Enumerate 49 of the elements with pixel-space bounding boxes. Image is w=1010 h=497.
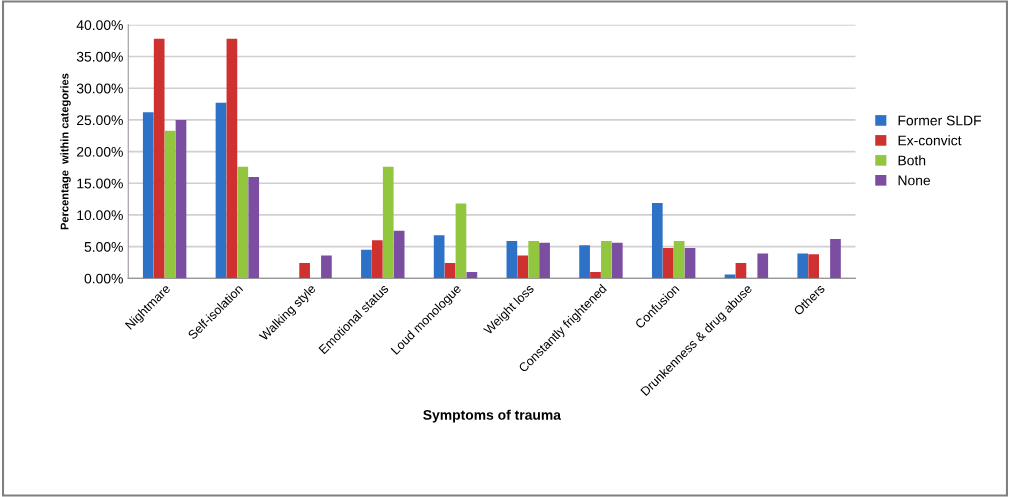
bar (590, 271, 601, 279)
bar (662, 247, 674, 279)
bar (684, 247, 696, 279)
bar (601, 240, 612, 279)
bar (433, 235, 445, 279)
bar (371, 240, 383, 279)
bar (215, 102, 227, 279)
bar (651, 202, 663, 279)
bar (528, 240, 540, 279)
y-tick-label: 40.00% (76, 20, 123, 31)
bar (830, 239, 841, 279)
bar (164, 130, 176, 279)
bar (757, 253, 769, 279)
bar (579, 245, 590, 279)
bar (382, 166, 394, 279)
bar (175, 119, 187, 279)
bar (142, 112, 154, 279)
y-tick-label: 20.00% (77, 146, 123, 157)
bar (248, 176, 260, 279)
bar (321, 255, 332, 279)
bar (226, 38, 238, 279)
y-tick-label: 35.00% (76, 51, 123, 62)
y-tick-label: 10.00% (77, 210, 123, 221)
bar (611, 242, 623, 279)
y-tick-label: 5.00% (84, 241, 123, 252)
bar (735, 263, 747, 279)
y-tick-label: 25.00% (77, 115, 123, 126)
legend-label: Both (898, 155, 926, 166)
legend-label: None (898, 175, 931, 186)
bar (506, 240, 518, 279)
bar (797, 253, 809, 279)
x-axis-title: Symptoms of trauma (423, 409, 562, 423)
bar (539, 242, 550, 279)
bar (455, 203, 467, 279)
y-tick-label: 30.00% (76, 83, 123, 94)
legend-label: Ex-convict (898, 135, 962, 146)
y-tick-label: 15.00% (77, 178, 123, 189)
bar (393, 230, 405, 279)
bar (299, 263, 310, 279)
bar (517, 255, 529, 279)
bar (361, 249, 372, 279)
legend-label: Former SLDF (898, 115, 982, 126)
bar (808, 254, 819, 279)
y-tick-label: 0.00% (84, 273, 123, 284)
bar (237, 166, 249, 279)
y-axis-title: Percentage within categories (60, 73, 71, 230)
bar (153, 38, 165, 279)
bar (673, 240, 685, 279)
bar (444, 263, 456, 279)
